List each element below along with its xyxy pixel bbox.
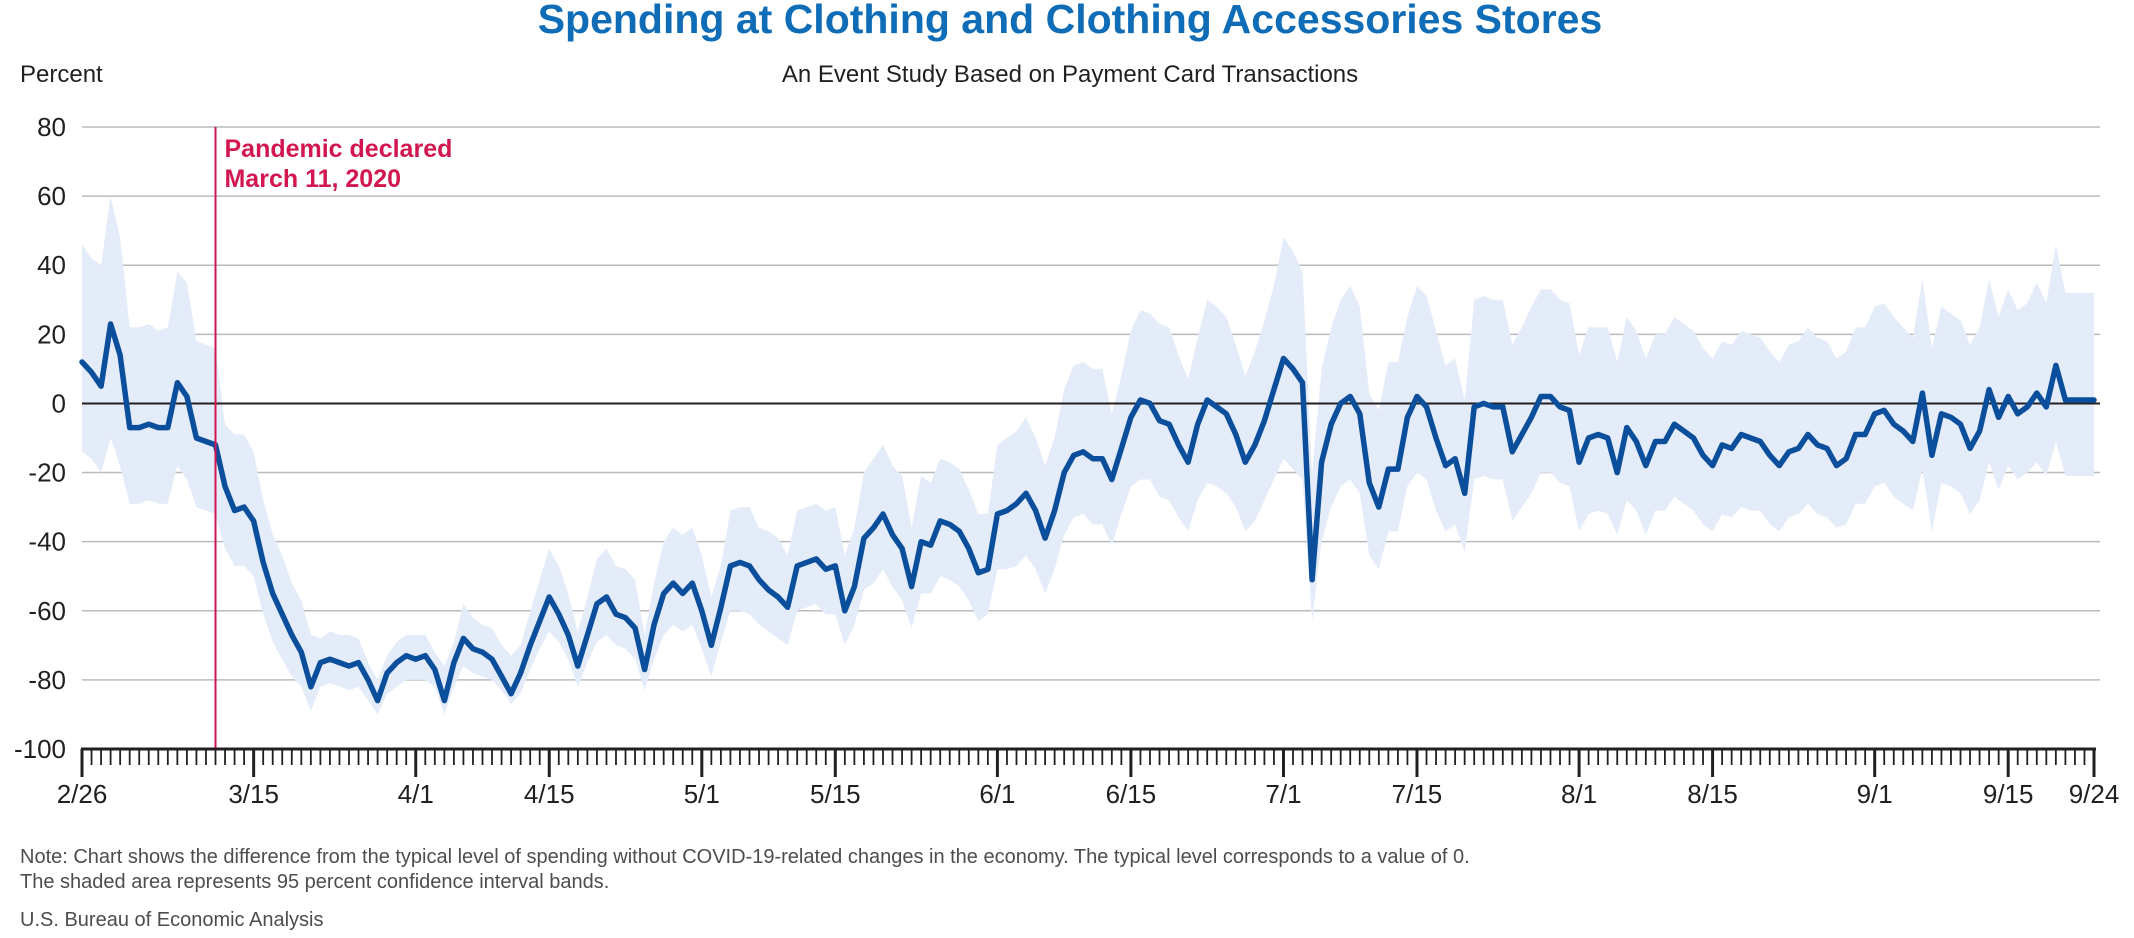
x-tick-label: 4/15: [524, 779, 575, 809]
y-tick-label: 60: [37, 181, 66, 211]
y-tick-label: -60: [28, 596, 66, 626]
x-tick-label: 8/1: [1561, 779, 1597, 809]
x-tick-label: 5/15: [810, 779, 861, 809]
y-tick-label: -20: [28, 458, 66, 488]
x-tick-label: 3/15: [228, 779, 279, 809]
footnote-line-2: The shaded area represents 95 percent co…: [20, 871, 609, 893]
x-axis: [80, 747, 2096, 777]
x-tick-label: 2/26: [57, 779, 108, 809]
y-axis-ticks: 80 60 40 20 0 -20 -40 -60 -80 -100: [14, 112, 66, 764]
x-tick-label: 5/1: [684, 779, 720, 809]
y-tick-label: 0: [52, 388, 66, 418]
y-tick-label: -100: [14, 734, 66, 764]
y-tick-label: 80: [37, 112, 66, 142]
y-tick-label: -40: [28, 527, 66, 557]
source-credit: U.S. Bureau of Economic Analysis: [20, 909, 323, 931]
y-tick-label: 20: [37, 319, 66, 349]
x-tick-label: 9/1: [1857, 779, 1893, 809]
y-tick-label: -80: [28, 665, 66, 695]
x-tick-label: 7/1: [1265, 779, 1301, 809]
x-axis-tick-labels: 2/26 3/15 4/1 4/15 5/1 5/15 6/1 6/15 7/1 7/15 8/1 8…: [57, 779, 2120, 809]
y-tick-label: 40: [37, 250, 66, 280]
annotation-line-2: March 11, 2020: [224, 165, 401, 193]
x-tick-label: 9/24: [2069, 779, 2120, 809]
footnote-line-1: Note: Chart shows the difference from th…: [20, 846, 1470, 868]
x-tick-label: 6/1: [979, 779, 1015, 809]
series-line-layer: [79, 321, 2097, 704]
x-tick-label: 7/15: [1392, 779, 1443, 809]
annotation-line-1: Pandemic declared: [224, 135, 452, 163]
y-axis-label: Percent: [20, 61, 103, 88]
spending-series-line: [79, 321, 2097, 704]
chart-title: Spending at Clothing and Clothing Access…: [538, 0, 1603, 42]
annotation-layer: Pandemic declared March 11, 2020: [214, 127, 452, 749]
x-tick-label: 4/1: [398, 779, 434, 809]
x-tick-label: 6/15: [1106, 779, 1157, 809]
x-tick-label: 9/15: [1983, 779, 2034, 809]
chart-subtitle: An Event Study Based on Payment Card Tra…: [782, 61, 1358, 88]
x-tick-label: 8/15: [1687, 779, 1738, 809]
